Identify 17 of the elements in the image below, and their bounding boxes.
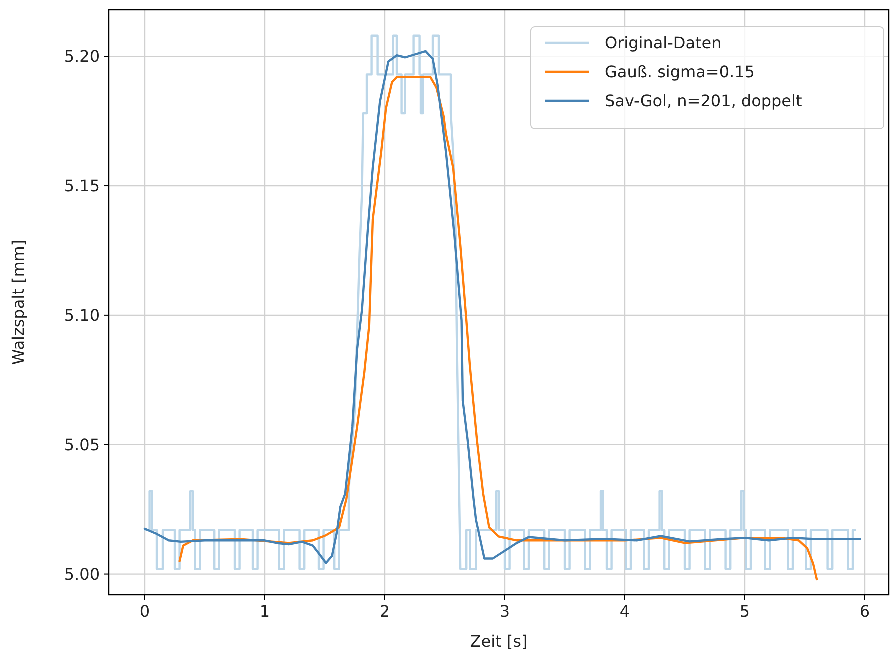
legend-label: Sav-Gol, n=201, doppelt	[605, 92, 802, 111]
x-tick-label: 4	[620, 602, 630, 621]
y-tick-label: 5.10	[64, 306, 100, 326]
x-tick-label: 0	[140, 602, 150, 621]
x-tick-label: 6	[860, 602, 870, 621]
y-tick-label: 5.20	[64, 47, 100, 66]
legend-label: Gauß. sigma=0.15	[605, 62, 755, 82]
x-tick-label: 3	[500, 602, 510, 621]
y-tick-label: 5.15	[64, 176, 100, 196]
x-axis-title: Zeit [s]	[470, 632, 528, 651]
x-tick-label: 5	[740, 602, 750, 621]
y-tick-label: 5.00	[64, 564, 100, 584]
x-tick-label: 2	[380, 602, 390, 621]
y-tick-label: 5.05	[64, 435, 100, 454]
x-tick-label: 1	[260, 602, 270, 621]
legend-label: Original-Daten	[605, 34, 722, 53]
y-axis-title: Walzspalt [mm]	[9, 240, 28, 366]
